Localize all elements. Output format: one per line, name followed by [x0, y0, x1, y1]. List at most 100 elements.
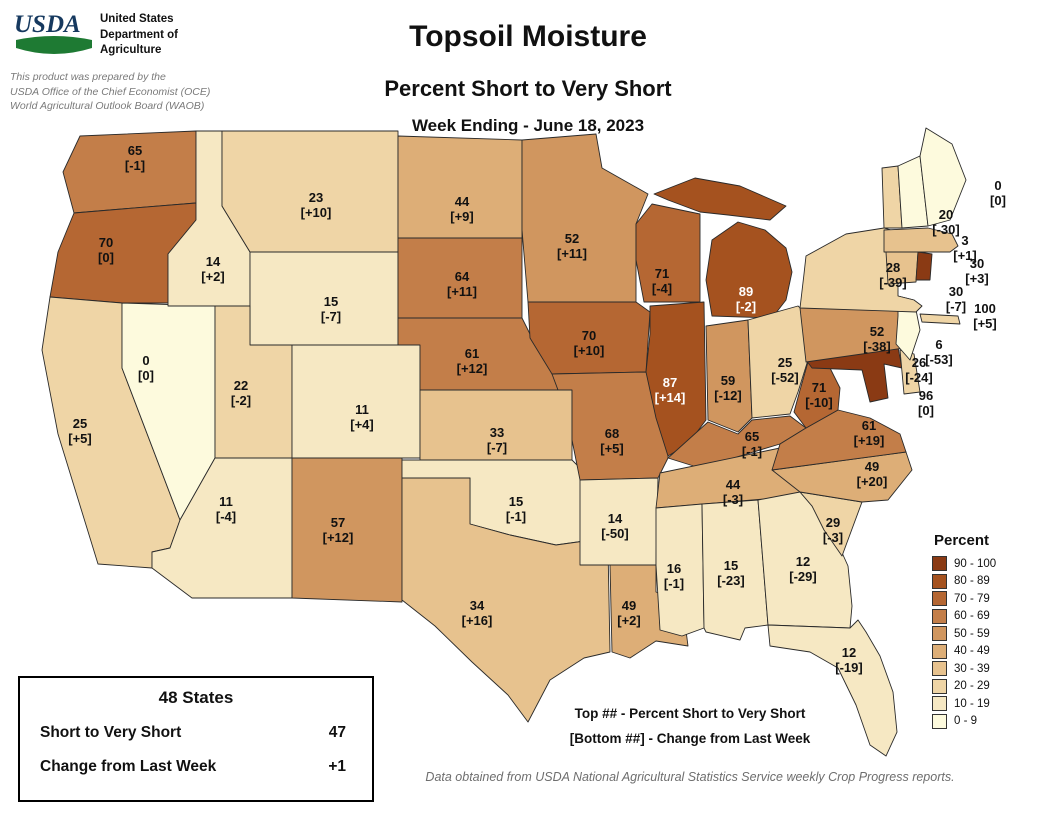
legend-swatch	[932, 643, 947, 659]
legend-row: 40 - 49	[932, 643, 1052, 659]
state-value-mi: 89	[739, 284, 753, 299]
state-value-ne: 61	[465, 346, 479, 361]
state-in	[705, 319, 753, 433]
state-value-me: 0	[994, 178, 1001, 193]
state-tx	[401, 477, 611, 723]
legend-range-label: 30 - 39	[954, 662, 990, 675]
state-change-sd: [+11]	[447, 284, 477, 299]
legend-range-label: 90 - 100	[954, 557, 997, 570]
state-change-ct: [-7]	[946, 299, 966, 314]
state-change-ne: [+12]	[457, 361, 488, 376]
legend-swatch	[932, 591, 947, 606]
state-change-ma: [+3]	[965, 271, 988, 286]
legend-swatch	[932, 661, 947, 676]
state-value-md: 96	[919, 388, 933, 403]
state-value-nm: 57	[331, 515, 345, 530]
state-ri	[915, 251, 933, 281]
state-change-ky: [-1]	[742, 444, 762, 459]
usda-logo-graphic: USDA	[14, 11, 92, 54]
state-value-ar: 14	[608, 511, 623, 526]
state-change-co: [+4]	[350, 417, 373, 432]
state-md	[805, 346, 903, 403]
state-change-az: [-4]	[216, 509, 236, 524]
state-labels-layer: 65[-1]70[0]25[+5]0[0]14[+2]23[+10]15[-7]…	[68, 143, 1006, 675]
prepared-by-note: This product was prepared by the USDA Of…	[10, 71, 211, 113]
summary-title: 48 States	[158, 688, 234, 707]
state-change-fl: [-19]	[835, 660, 862, 675]
summary-row-value: 47	[328, 724, 346, 741]
legend-swatch	[932, 573, 947, 589]
state-value-ok: 15	[509, 494, 523, 509]
state-value-sd: 64	[455, 269, 470, 284]
state-change-wy: [-7]	[321, 309, 341, 324]
legend-range-label: 0 - 9	[954, 715, 978, 727]
state-change-wi: [-4]	[652, 281, 672, 296]
state-value-mn: 52	[565, 231, 579, 246]
state-value-co: 11	[355, 402, 369, 417]
summary-box: 48 States Short to Very Short 47 Change …	[18, 676, 374, 802]
legend-swatch	[932, 608, 947, 624]
state-value-mt: 23	[309, 190, 323, 205]
agency-name: United States Department of Agriculture	[100, 13, 178, 57]
state-change-ri: [+5]	[973, 316, 996, 331]
state-value-il: 87	[663, 375, 677, 390]
state-change-ok: [-1]	[506, 509, 526, 524]
week-ending-label: Week Ending - June 18, 2023	[411, 116, 645, 135]
state-change-ia: [+10]	[574, 343, 605, 358]
legend: Percent 90 - 100 80 - 89 70 - 79 60 - 69 50 …	[932, 532, 1052, 731]
state-change-tn: [-3]	[723, 492, 743, 507]
legend-swatch	[932, 626, 947, 641]
state-change-ar: [-50]	[601, 526, 628, 541]
state-change-mn: [+11]	[557, 246, 587, 261]
legend-row: 90 - 100	[932, 556, 1052, 571]
state-value-wy: 15	[324, 294, 338, 309]
summary-row-label: Change from Last Week	[40, 758, 217, 775]
state-change-nv: [0]	[138, 368, 154, 383]
legend-row: 80 - 89	[932, 573, 1052, 589]
state-value-pa: 52	[870, 324, 884, 339]
state-value-oh: 25	[778, 355, 792, 370]
state-value-nj: 6	[935, 337, 942, 352]
state-value-ut: 22	[234, 378, 248, 393]
bottom-change-note: [Bottom ##] - Change from Last Week	[569, 731, 811, 746]
state-change-la: [+2]	[617, 613, 640, 628]
state-value-id: 14	[206, 254, 221, 269]
state-change-pa: [-38]	[863, 339, 890, 354]
state-value-in: 59	[721, 373, 735, 388]
state-me	[919, 127, 967, 227]
state-change-nj: [-53]	[925, 352, 952, 367]
state-change-in: [-12]	[714, 388, 741, 403]
state-value-ny: 28	[886, 260, 900, 275]
state-value-nd: 44	[455, 194, 470, 209]
state-change-mt: [+10]	[301, 205, 332, 220]
state-value-tx: 34	[470, 598, 485, 613]
state-change-nc: [+20]	[857, 474, 888, 489]
state-value-sc: 29	[826, 515, 840, 530]
state-value-wv: 71	[812, 380, 826, 395]
legend-title: Percent	[934, 532, 990, 549]
state-value-az: 11	[219, 494, 233, 509]
state-value-nh: 3	[961, 233, 968, 248]
state-value-ca: 25	[73, 416, 87, 431]
state-change-ut: [-2]	[231, 393, 251, 408]
usda-logo: USDA	[12, 8, 96, 69]
usda-logo-swoosh-icon	[16, 36, 92, 54]
state-value-nc: 49	[865, 459, 879, 474]
legend-row: 30 - 39	[932, 661, 1052, 676]
legend-swatch	[932, 678, 947, 694]
legend-row: 70 - 79	[932, 591, 1052, 606]
legend-row: 10 - 19	[932, 696, 1052, 711]
state-value-ky: 65	[745, 429, 759, 444]
state-change-ga: [-29]	[789, 569, 816, 584]
state-change-nm: [+12]	[323, 530, 354, 545]
state-change-id: [+2]	[201, 269, 224, 284]
state-change-sc: [-3]	[823, 530, 843, 545]
state-change-de: [-24]	[905, 370, 932, 385]
state-change-nd: [+9]	[450, 209, 473, 224]
page-subtitle: Percent Short to Very Short	[384, 76, 672, 101]
legend-range-label: 80 - 89	[954, 575, 990, 587]
legend-row: 50 - 59	[932, 626, 1052, 641]
state-change-ms: [-1]	[664, 576, 684, 591]
states-layer	[41, 127, 967, 757]
